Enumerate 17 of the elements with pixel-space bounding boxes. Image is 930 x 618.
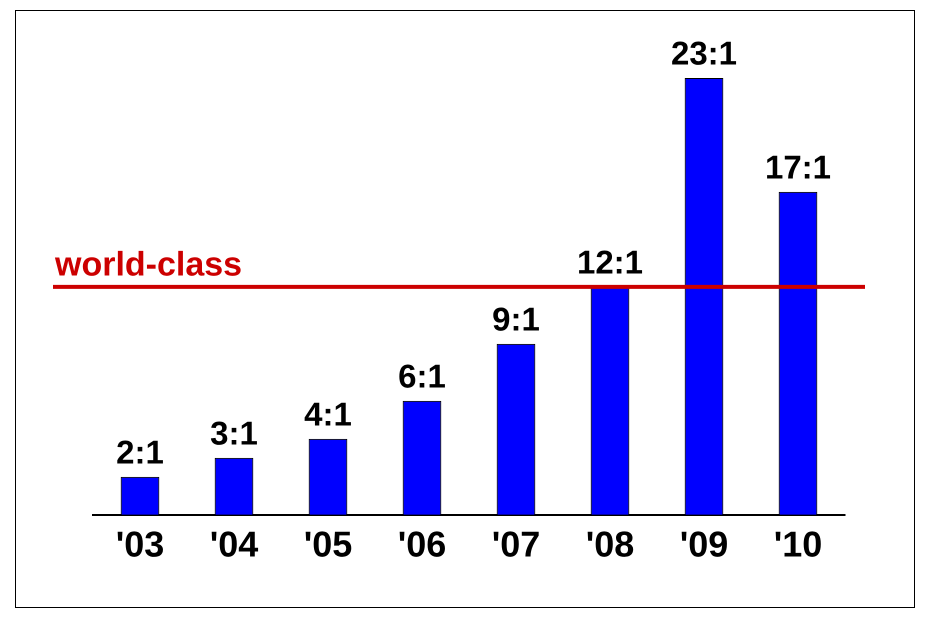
data-label: 4:1 xyxy=(304,395,352,432)
ref-line-label: world-class xyxy=(54,245,242,284)
x-tick-label: '10 xyxy=(774,523,822,564)
data-label: 6:1 xyxy=(398,357,446,394)
x-tick-label: '03 xyxy=(116,523,164,564)
data-label: 17:1 xyxy=(764,148,832,186)
x-tick-label: '05 xyxy=(304,523,352,564)
x-tick-label: '04 xyxy=(210,523,258,564)
data-label: 3:1 xyxy=(210,414,258,452)
data-label: 9:1 xyxy=(492,300,540,338)
data-label: 23:1 xyxy=(670,34,738,72)
x-tick-label: '08 xyxy=(586,523,634,564)
data-label: 2:1 xyxy=(116,433,164,470)
data-label: 12:1 xyxy=(576,243,644,280)
x-tick-label: '06 xyxy=(398,523,446,564)
x-tick-label: '09 xyxy=(680,523,728,564)
x-tick-label: '07 xyxy=(492,523,540,564)
